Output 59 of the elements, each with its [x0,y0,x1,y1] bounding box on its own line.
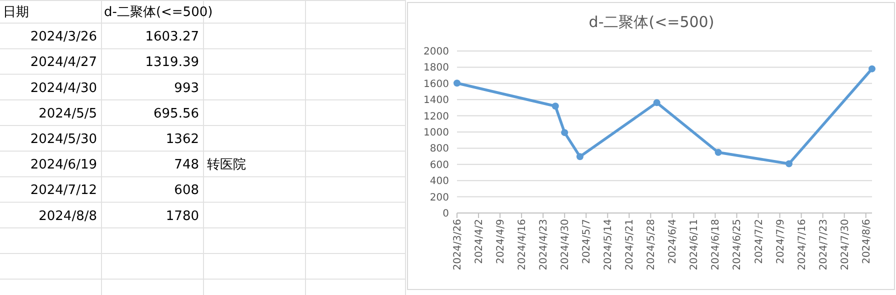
x-tick-label: 2024/4/9 [496,219,507,264]
text: 转医院 [207,158,246,173]
x-tick-label: 2024/7/2 [754,219,765,264]
point [552,102,559,110]
x-tick-label: 2024/4/2 [474,219,486,264]
y-tick-label: 0 [442,208,449,220]
x-tick-label: 2024/5/14 [603,219,614,270]
text: 1603.27 [145,30,199,45]
text: 2024/3/26 [30,30,97,45]
y-tick-label: 1200 [424,111,449,122]
x-tick-label: 2024/5/7 [582,219,593,264]
x-tick-label: 2024/3/26 [452,219,464,270]
text: 1780 [166,208,199,224]
point [714,148,722,156]
x-tick-label: 2024/5/21 [624,219,636,270]
text: 2024/5/5 [38,106,97,122]
y-tick-label: 1000 [424,128,449,138]
text: 2024/8/8 [38,208,97,224]
x-tick-label: 2024/6/4 [668,219,679,264]
text: 2024/4/30 [30,80,97,96]
chart-title: d-二聚体(<=500) [588,13,714,31]
x-tick-label: 2024/7/23 [818,219,830,270]
x-tick-label: 2024/6/25 [732,219,744,270]
text: 748 [174,158,199,173]
text: 1362 [166,132,199,147]
y-tick-label: 600 [430,160,449,171]
text: 2024/5/30 [30,132,97,147]
x-tick-label: 2024/7/9 [775,219,786,264]
y-tick-label: 1600 [424,78,449,90]
y-tick-label: 1400 [424,95,449,106]
category-label: 日期 [3,5,29,20]
y-tick-label: 1800 [424,62,449,74]
point [576,153,584,160]
x-tick-label: 2024/4/16 [517,219,528,270]
y-tick-label: 200 [430,192,449,204]
text: 2024/6/19 [30,158,97,173]
category-label: d-二聚体(<=500) [104,5,213,20]
text: 993 [174,80,199,96]
x-tick-label: 2024/8/6 [861,219,872,264]
text: 695.56 [154,106,199,122]
text: 2024/7/12 [30,183,97,198]
text: 2024/4/27 [30,55,97,70]
y-tick-label: 800 [430,144,449,155]
x-tick-label: 2024/7/30 [840,219,851,270]
point [786,160,792,168]
point [454,80,460,87]
text: 608 [174,183,199,198]
point [868,65,876,72]
text: 1319.39 [145,55,199,70]
y-tick-label: 2000 [424,46,449,58]
point [561,129,568,136]
point [653,99,660,106]
x-tick-label: 2024/6/18 [710,219,722,270]
x-tick-label: 2024/7/16 [796,219,808,270]
x-tick-label: 2024/6/11 [689,219,700,270]
x-tick-label: 2024/4/30 [560,219,572,270]
x-tick-label: 2024/5/28 [646,219,658,270]
x-tick-label: 2024/4/23 [538,219,550,270]
y-tick-label: 400 [430,176,449,188]
